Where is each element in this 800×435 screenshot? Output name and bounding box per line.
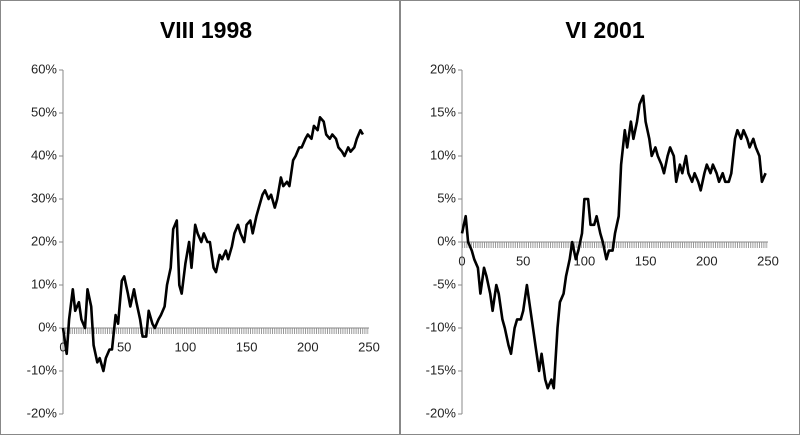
y-tick-label: 5%: [437, 190, 456, 205]
panel-border: [400, 0, 800, 435]
x-tick-label: 100: [574, 253, 596, 268]
x-tick-label: 50: [516, 253, 530, 268]
x-tick-label: 0: [458, 253, 465, 268]
y-tick-label: 20%: [430, 61, 456, 76]
line: [61, 116, 365, 373]
y-tick-label: 10%: [430, 147, 456, 162]
line: [460, 94, 767, 390]
x-tick-label: 250: [358, 339, 380, 354]
y-tick-label: -15%: [426, 362, 457, 377]
y-tick-label: -20%: [426, 405, 457, 420]
y-tick-label: 40%: [31, 147, 57, 162]
y-tick-label: 15%: [430, 104, 456, 119]
y-tick-label: 50%: [31, 104, 57, 119]
y-tick-label: 0%: [437, 233, 456, 248]
panel-border: [0, 0, 400, 435]
y-tick-label: -20%: [27, 405, 58, 420]
y-tick-label: 10%: [31, 276, 57, 291]
chart-title: VIII 1998: [160, 17, 252, 43]
chart-title: VI 2001: [565, 17, 644, 43]
x-tick-label: 150: [635, 253, 657, 268]
x-tick-label: 250: [757, 253, 779, 268]
y-tick-label: 30%: [31, 190, 57, 205]
x-tick-label: 200: [696, 253, 718, 268]
y-tick-label: 0%: [38, 319, 57, 334]
x-tick-label: 200: [297, 339, 319, 354]
y-tick-label: -5%: [433, 276, 457, 291]
y-tick-label: 60%: [31, 61, 57, 76]
x-tick-label: 150: [236, 339, 258, 354]
y-tick-label: -10%: [426, 319, 457, 334]
x-tick-label: 50: [117, 339, 131, 354]
y-tick-label: 20%: [31, 233, 57, 248]
x-tick-label: 100: [175, 339, 197, 354]
x-tick-label: 0: [59, 339, 66, 354]
y-tick-label: -10%: [27, 362, 58, 377]
